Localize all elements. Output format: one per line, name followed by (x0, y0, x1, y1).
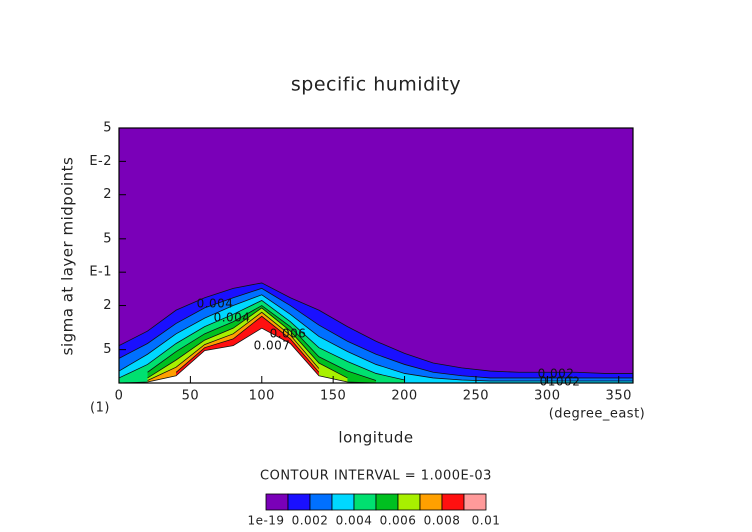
contour-line (147, 305, 377, 381)
colorbar-box (353, 493, 377, 511)
colorbar-label: 0.002 (292, 514, 329, 528)
contour-label: 0.006 (270, 327, 307, 341)
colorbar-box (309, 493, 333, 511)
y-tick-label: 2 (103, 187, 112, 202)
contour-label: 0.004 (214, 311, 251, 325)
surface (119, 328, 633, 383)
colorbar-box (441, 493, 465, 511)
contour-line (118, 300, 405, 381)
colorbar-label: 0.01 (472, 514, 501, 528)
contour-label: 01002 (540, 375, 581, 389)
contour-interval: CONTOUR INTERVAL = 1.000E-03 (260, 469, 492, 484)
x-tick-label: 350 (606, 389, 632, 404)
contour-line (175, 315, 320, 373)
contour-line (118, 282, 633, 374)
colorbar-box (375, 493, 399, 511)
plot-frame (118, 127, 634, 384)
colorbar-box (397, 493, 421, 511)
colorbar-label: 0.004 (336, 514, 373, 528)
x-tick-label: 200 (391, 389, 417, 404)
contour-label: 0.002 (538, 367, 575, 381)
y-axis-label: sigma at layer midpoints (59, 157, 77, 356)
x-tick-label: 0 (115, 389, 124, 404)
contour-line (147, 307, 348, 379)
colorbar-label: 0.008 (424, 514, 461, 528)
x-unit: (degree_east) (549, 407, 646, 422)
y-tick-label: E-2 (89, 154, 112, 169)
x-tick-label: 50 (182, 389, 200, 404)
colorbar-box (463, 493, 487, 511)
y-tick-label: 5 (103, 121, 112, 136)
x-tick-label: 100 (249, 389, 275, 404)
x-axis-label: longitude (338, 429, 413, 447)
colorbar-label: 0.006 (380, 514, 417, 528)
contour-line (147, 311, 320, 381)
y-tick-label: 5 (103, 342, 112, 357)
x-tick-label: 300 (534, 389, 560, 404)
y-tick-label: 2 (103, 298, 112, 313)
colorbar-box (419, 493, 443, 511)
y-tick-label: 5 (103, 231, 112, 246)
colorbar-label: 1e-19 (247, 514, 284, 528)
colorbar-box (265, 493, 289, 511)
y-tick-label: E-1 (89, 265, 112, 280)
y-unit: (1) (90, 401, 110, 416)
colorbar-box (331, 493, 355, 511)
contour-label: 0.007 (254, 339, 291, 353)
chart-title: specific humidity (291, 74, 461, 96)
x-tick-label: 150 (320, 389, 346, 404)
colorbar-box (287, 493, 311, 511)
contour-label: 0.004 (197, 297, 234, 311)
x-tick-label: 250 (463, 389, 489, 404)
